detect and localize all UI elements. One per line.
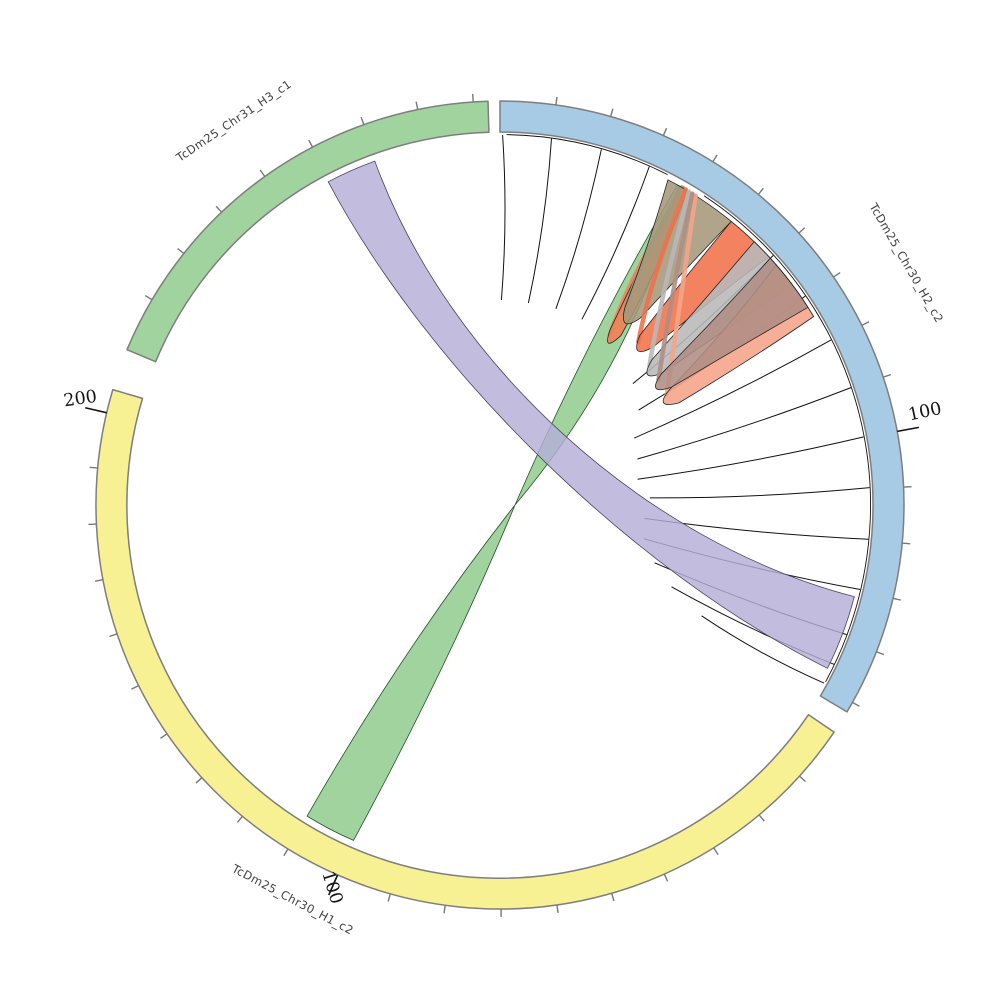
tick-minor bbox=[662, 127, 668, 136]
self-link-line bbox=[581, 166, 650, 320]
tick-minor bbox=[799, 775, 806, 783]
tick-minor bbox=[833, 271, 841, 278]
tick-minor bbox=[360, 116, 365, 125]
tick-label: 100 bbox=[907, 399, 944, 426]
ribbon-H3-H2 bbox=[327, 160, 855, 669]
tick-minor bbox=[556, 904, 559, 913]
tick-minor bbox=[443, 905, 446, 914]
tick-minor bbox=[555, 96, 558, 105]
self-link-line bbox=[701, 615, 825, 684]
tick-minor bbox=[712, 154, 718, 163]
self-link-line bbox=[555, 149, 602, 309]
tick-minor bbox=[177, 247, 185, 255]
tick-minor bbox=[757, 187, 764, 195]
chromosome-band-H2 bbox=[499, 100, 905, 713]
self-link-line bbox=[637, 436, 864, 480]
chromosome-band-H1 bbox=[95, 388, 835, 910]
tick-minor bbox=[89, 466, 98, 469]
tick-minor bbox=[308, 139, 314, 148]
tick-minor bbox=[892, 597, 902, 601]
chromosome-label-H3: TcDm25_Chr31_H3_c1 bbox=[173, 77, 294, 165]
tick-minor bbox=[471, 93, 474, 102]
self-link-edge-line bbox=[703, 195, 871, 683]
tick-minor bbox=[415, 101, 419, 110]
tick-minor bbox=[160, 733, 168, 739]
tick-major bbox=[328, 874, 339, 896]
tick-minor bbox=[387, 893, 392, 902]
self-ribbon-sliver-gray bbox=[647, 189, 692, 369]
tick-minor bbox=[611, 893, 615, 902]
self-link-line bbox=[633, 339, 832, 439]
tick-minor bbox=[902, 542, 911, 545]
tick-major bbox=[85, 406, 107, 414]
tick-minor bbox=[883, 373, 892, 378]
tick-minor bbox=[713, 847, 719, 855]
tick-minor bbox=[215, 205, 223, 213]
tick-minor bbox=[861, 321, 870, 326]
tick-minor bbox=[876, 651, 885, 656]
tick-minor bbox=[798, 227, 806, 234]
self-ribbon-rosybrown bbox=[655, 257, 809, 391]
tick-minor bbox=[195, 777, 203, 784]
ribbon-H1-H2-lower bbox=[306, 504, 516, 841]
tick-minor bbox=[610, 108, 614, 117]
self-ribbon-sliver-orange bbox=[636, 187, 689, 345]
chromosome-label-H2: TcDm25_Chr30_H2_c2 bbox=[866, 200, 946, 325]
self-link-line bbox=[649, 487, 870, 499]
tick-minor bbox=[109, 633, 118, 638]
tick-major bbox=[897, 426, 920, 433]
self-link-edge-line bbox=[506, 134, 668, 176]
tick-minor bbox=[852, 701, 860, 707]
self-link-line bbox=[637, 387, 852, 460]
tick-minor bbox=[758, 814, 765, 822]
tick-minor bbox=[663, 873, 669, 882]
tick-minor bbox=[144, 294, 153, 301]
tick-minor bbox=[236, 815, 244, 823]
self-link-line bbox=[500, 134, 506, 301]
chromosome-band-H3 bbox=[126, 100, 490, 363]
tick-minor bbox=[94, 578, 104, 582]
tick-minor bbox=[259, 169, 266, 177]
tick-minor bbox=[283, 848, 289, 857]
tick-minor bbox=[131, 684, 139, 690]
self-ribbon-sliver-rosybrown bbox=[656, 191, 695, 383]
self-link-line bbox=[527, 138, 552, 304]
tick-label: 200 bbox=[62, 387, 98, 411]
